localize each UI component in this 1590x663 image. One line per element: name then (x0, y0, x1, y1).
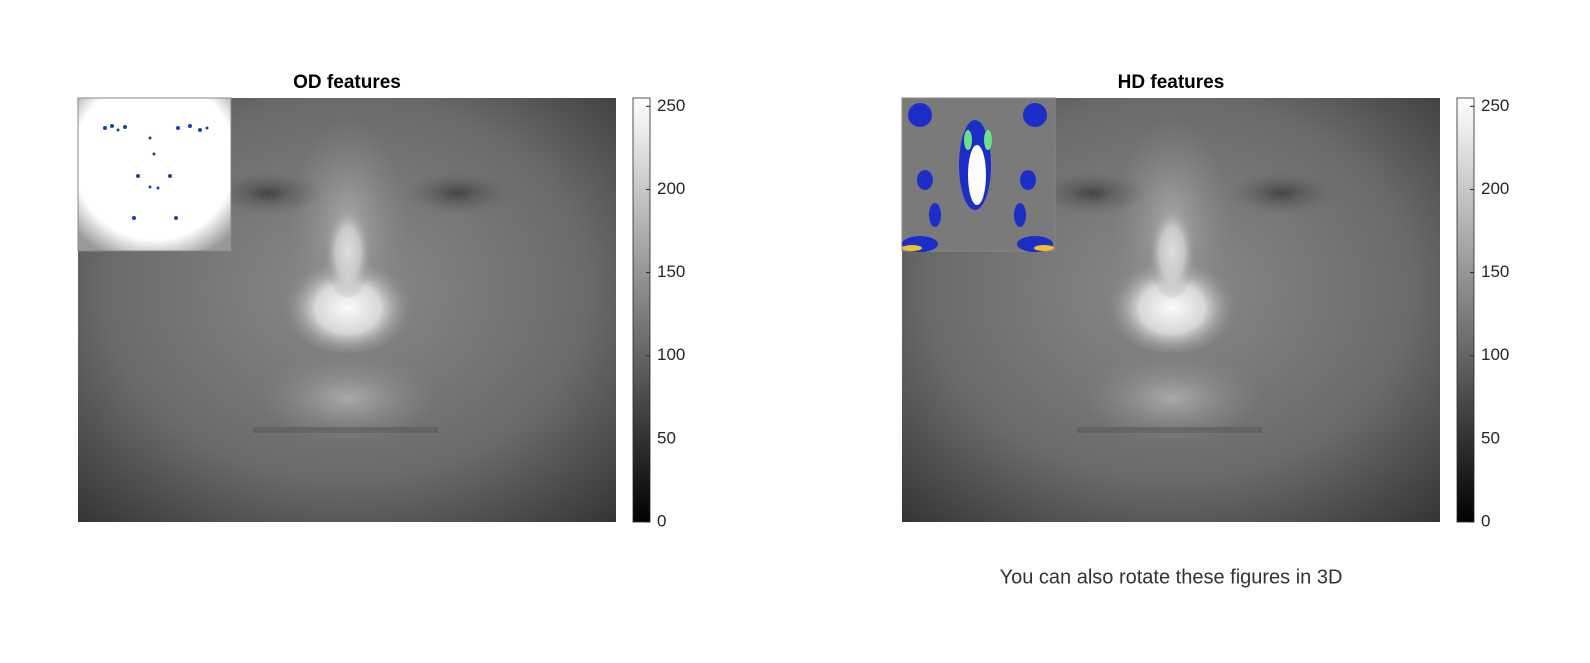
colorbar-tick-label: 100 (1481, 345, 1509, 364)
colorbar-tick-label: 50 (657, 428, 676, 447)
colorbar (1456, 97, 1475, 523)
chart-title: HD features (1118, 72, 1225, 93)
colorbar-tick-label: 150 (1481, 262, 1509, 281)
colorbar (632, 97, 651, 523)
colorbar-tick-label: 0 (1481, 511, 1490, 530)
inset-hd (901, 97, 1056, 252)
colorbar-tick-label: 0 (657, 511, 666, 530)
inset-od (77, 97, 232, 252)
colorbar-tick-label: 100 (657, 345, 685, 364)
colorbar-tick-label: 200 (657, 179, 685, 198)
colorbar-tick-label: 150 (657, 262, 685, 281)
chart-title: OD features (293, 72, 401, 93)
colorbar-tick-label: 250 (1481, 96, 1509, 115)
colorbar-tick-label: 250 (657, 96, 685, 115)
colorbar-tick-label: 200 (1481, 179, 1509, 198)
annotation: You can also rotate these figures in 3D (1000, 566, 1343, 588)
colorbar-tick-label: 50 (1481, 428, 1500, 447)
